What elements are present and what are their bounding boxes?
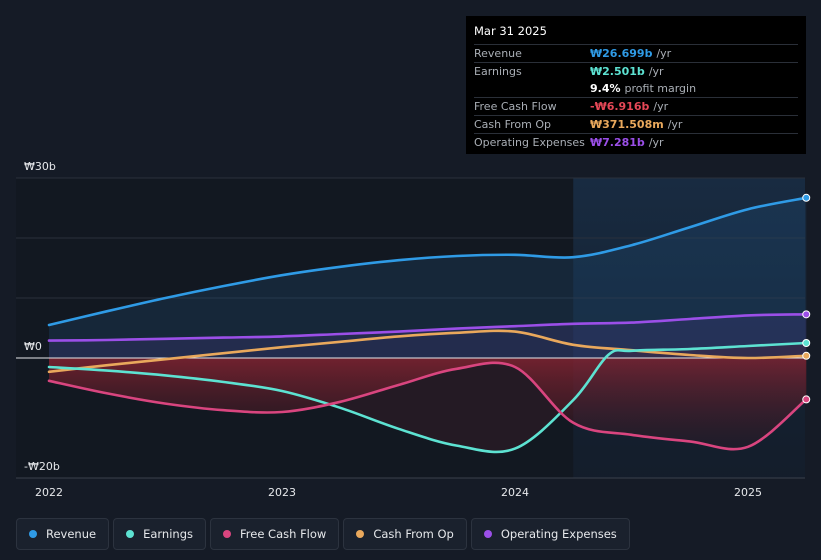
x-tick-label: 2022: [35, 486, 63, 499]
tooltip-row-value: 9.4%: [590, 82, 621, 95]
series-line-earnings: [47, 341, 808, 454]
series-line-cash-from-op: [47, 329, 808, 374]
tooltip-row-unit: /yr: [648, 65, 664, 78]
series-end-point-revenue: [802, 193, 811, 202]
legend-item-revenue[interactable]: Revenue: [16, 518, 110, 550]
series-line-revenue: [47, 196, 808, 327]
series-end-point-earnings: [802, 339, 811, 347]
tooltip-date: Mar 31 2025: [474, 24, 547, 38]
area-free-cash-flow: [49, 358, 807, 450]
legend: Revenue Earnings Free Cash Flow Cash From O…: [16, 518, 630, 550]
legend-item-operating-expenses[interactable]: Operating Expenses: [470, 518, 630, 550]
tooltip-row-unit: profit margin: [624, 82, 697, 95]
legend-dot-icon: [29, 530, 37, 538]
y-tick-label: ₩0: [24, 340, 42, 353]
legend-label: Revenue: [46, 527, 97, 541]
series-end-point-operating-expenses: [802, 310, 811, 319]
x-tick-label: 2025: [734, 486, 762, 499]
y-tick-label: ₩30b: [24, 160, 56, 173]
legend-item-free-cash-flow[interactable]: Free Cash Flow: [210, 518, 340, 550]
legend-dot-icon: [483, 530, 492, 538]
x-tick-label: 2024: [501, 486, 529, 499]
tooltip-row-label: Earnings: [474, 65, 522, 78]
y-tick-label: -₩20b: [24, 460, 60, 473]
series-end-point-free-cash-flow: [802, 395, 811, 404]
tooltip-row: Revenue ₩26.699b/yr: [474, 44, 798, 62]
tooltip-row: Cash From Op ₩371.508m/yr: [474, 115, 798, 133]
area-operating-expenses: [49, 314, 807, 358]
legend-label: Cash From Op: [373, 527, 454, 541]
tooltip-row-unit: /yr: [656, 47, 672, 60]
area-revenue: [49, 197, 807, 358]
tooltip-row-value: ₩26.699b: [590, 47, 653, 60]
tooltip-row-unit: /yr: [648, 136, 664, 149]
tooltip-row-value: ₩371.508m: [590, 118, 664, 131]
x-tick-label: 2023: [268, 486, 296, 499]
tooltip-row: 9.4% profit margin: [474, 80, 798, 97]
tooltip-row-value: ₩2.501b: [590, 65, 645, 78]
tooltip-row-label: Operating Expenses: [474, 136, 585, 149]
tooltip-row-unit: /yr: [653, 100, 669, 113]
line-chart: ₩30b ₩0 -₩20b 2022 2023 2024 2025: [16, 160, 811, 499]
tooltip-row: Free Cash Flow -₩6.916b/yr: [474, 97, 798, 115]
tooltip-row: Operating Expenses ₩7.281b/yr: [474, 133, 798, 151]
tooltip-panel: Mar 31 2025 Revenue ₩26.699b/yr Earnings ₩2…: [466, 16, 806, 154]
series-end-point-cash-from-op: [802, 351, 811, 360]
legend-item-earnings[interactable]: Earnings: [113, 518, 206, 550]
tooltip-row-label: Revenue: [474, 47, 522, 60]
legend-label: Free Cash Flow: [240, 527, 327, 541]
tooltip-row: Earnings ₩2.501b/yr: [474, 62, 798, 80]
series-line-free-cash-flow: [47, 361, 808, 451]
legend-dot-icon: [356, 530, 365, 538]
tooltip-row-label: Cash From Op: [474, 118, 552, 131]
tooltip-row-value: -₩6.916b: [590, 100, 650, 113]
series-line-operating-expenses: [47, 313, 808, 342]
legend-label: Operating Expenses: [500, 527, 617, 541]
tooltip-row-unit: /yr: [667, 118, 683, 131]
tooltip-row-label: Free Cash Flow: [474, 100, 557, 113]
legend-dot-icon: [126, 530, 135, 538]
legend-dot-icon: [223, 530, 231, 538]
legend-label: Earnings: [143, 527, 193, 541]
legend-item-cash-from-op[interactable]: Cash From Op: [343, 518, 467, 550]
tooltip-row-value: ₩7.281b: [590, 136, 645, 149]
